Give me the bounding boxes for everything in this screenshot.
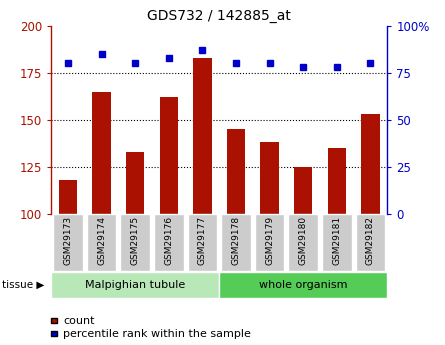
Bar xyxy=(322,214,352,271)
Text: GSM29178: GSM29178 xyxy=(231,216,240,265)
Bar xyxy=(361,114,380,214)
Bar xyxy=(294,167,312,214)
Text: count: count xyxy=(63,316,95,325)
Bar xyxy=(356,214,385,271)
Title: GDS732 / 142885_at: GDS732 / 142885_at xyxy=(147,9,291,23)
Bar xyxy=(126,152,145,214)
Bar xyxy=(121,214,150,271)
Bar xyxy=(255,214,284,271)
Text: GSM29177: GSM29177 xyxy=(198,216,207,265)
Bar xyxy=(87,214,116,271)
Bar xyxy=(51,272,219,298)
Text: GSM29180: GSM29180 xyxy=(299,216,307,265)
Text: GSM29174: GSM29174 xyxy=(97,216,106,265)
Text: GSM29176: GSM29176 xyxy=(164,216,173,265)
Bar xyxy=(154,214,183,271)
Bar xyxy=(53,214,83,271)
Text: Malpighian tubule: Malpighian tubule xyxy=(85,280,185,290)
Bar xyxy=(188,214,217,271)
Bar xyxy=(227,129,245,214)
Text: GSM29179: GSM29179 xyxy=(265,216,274,265)
Bar xyxy=(260,142,279,214)
Bar xyxy=(328,148,346,214)
Text: percentile rank within the sample: percentile rank within the sample xyxy=(63,329,251,338)
Text: GSM29182: GSM29182 xyxy=(366,216,375,265)
Bar xyxy=(92,92,111,214)
Text: whole organism: whole organism xyxy=(259,280,348,290)
Bar xyxy=(219,272,387,298)
Text: GSM29173: GSM29173 xyxy=(64,216,73,265)
Bar xyxy=(193,58,212,214)
Bar xyxy=(288,214,318,271)
Bar xyxy=(59,180,77,214)
Bar xyxy=(159,97,178,214)
Bar xyxy=(221,214,251,271)
Text: tissue ▶: tissue ▶ xyxy=(2,280,44,290)
Text: GSM29181: GSM29181 xyxy=(332,216,341,265)
Text: GSM29175: GSM29175 xyxy=(131,216,140,265)
